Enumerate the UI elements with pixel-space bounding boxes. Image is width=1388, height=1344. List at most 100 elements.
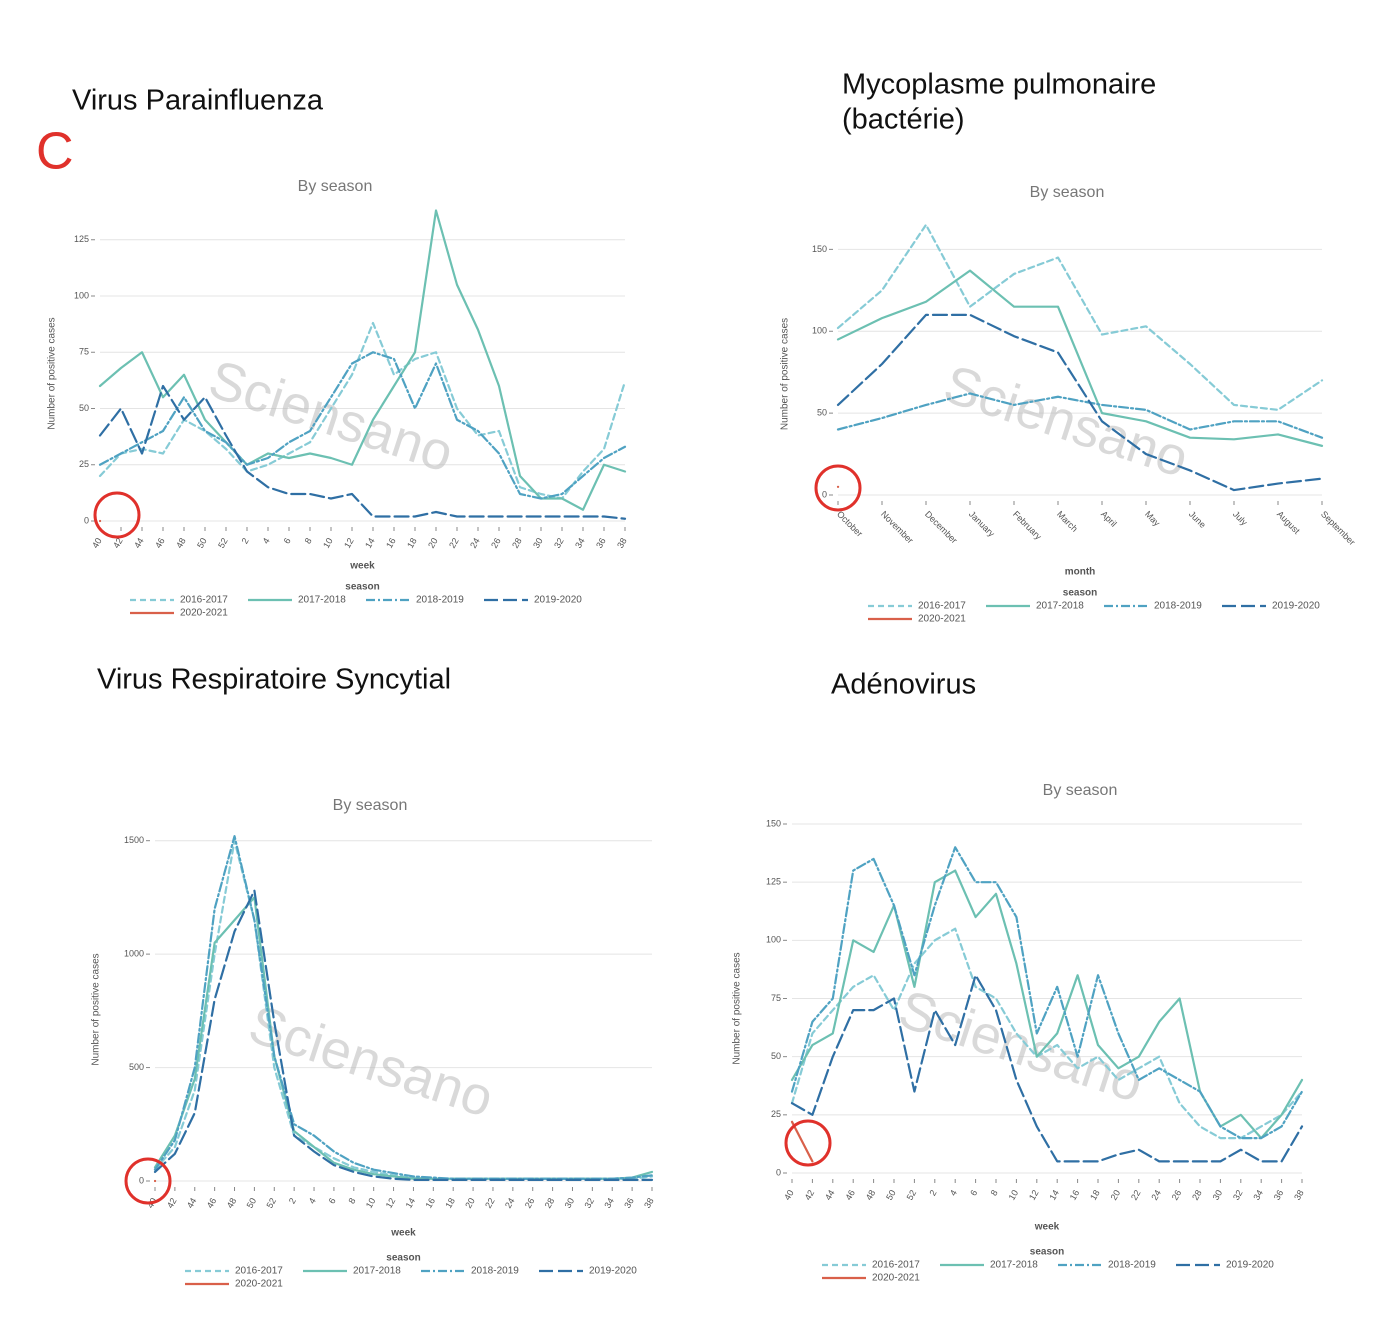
series-line <box>790 974 1304 1163</box>
y-tick-label: 75 <box>771 993 781 1003</box>
x-tick-label: 8 <box>303 536 314 545</box>
watermark: Sciensano <box>892 979 1150 1114</box>
x-tick-label: 38 <box>1292 1188 1306 1202</box>
x-tick-label: 28 <box>510 536 524 550</box>
highlight-circle <box>814 464 862 512</box>
x-tick-label: 42 <box>165 1196 179 1210</box>
x-tick-label: 10 <box>364 1196 378 1210</box>
x-tick-label: 10 <box>1007 1188 1021 1202</box>
series-line <box>836 223 1324 411</box>
y-tick-label: 75 <box>79 347 89 357</box>
series-line <box>98 321 627 500</box>
x-tick-label: 36 <box>594 536 608 550</box>
x-tick-label: 34 <box>602 1196 616 1210</box>
x-tick-label: 22 <box>447 536 461 550</box>
legend-label: 2019-2020 <box>589 1266 637 1277</box>
x-tick-label: 52 <box>264 1196 278 1210</box>
chart-title: Mycoplasme pulmonaire <box>842 69 1156 101</box>
x-tick-label: 34 <box>573 536 587 550</box>
x-tick-label: 28 <box>1190 1188 1204 1202</box>
series-line <box>790 1120 814 1163</box>
x-tick-label: 16 <box>1068 1188 1082 1202</box>
x-axis-label: week <box>390 1228 416 1239</box>
x-tick-label: 18 <box>443 1196 457 1210</box>
chart-subtitle: By season <box>1030 184 1105 201</box>
x-tick-label: 50 <box>245 1196 259 1210</box>
x-tick-label: 38 <box>615 536 629 550</box>
x-tick-label: 4 <box>948 1188 959 1197</box>
series-line <box>98 351 627 500</box>
x-tick-label: 6 <box>968 1188 979 1197</box>
x-tick-label: 14 <box>1047 1188 1061 1202</box>
y-tick-label: 0 <box>139 1175 144 1185</box>
y-tick-label: 100 <box>766 935 781 945</box>
x-tick-label: 12 <box>1027 1188 1041 1202</box>
x-tick-label: 48 <box>225 1196 239 1210</box>
y-tick-label: 1500 <box>124 835 144 845</box>
legend-title: season <box>386 1253 420 1264</box>
series-line <box>790 927 1304 1140</box>
x-tick-label: January <box>967 509 997 539</box>
series-line <box>153 896 654 1180</box>
x-tick-label: December <box>923 509 959 545</box>
x-tick-label: 46 <box>843 1188 857 1202</box>
legend-label: 2019-2020 <box>1226 1260 1274 1271</box>
x-tick-label: 6 <box>282 536 293 545</box>
x-tick-label: 26 <box>1170 1188 1184 1202</box>
series-line <box>836 313 1324 492</box>
legend-label: 2016-2017 <box>872 1260 920 1271</box>
legend-label: 2020-2021 <box>918 614 966 625</box>
legend-label: 2016-2017 <box>918 601 966 612</box>
x-tick-label: 42 <box>803 1188 817 1202</box>
series-line <box>153 839 654 1180</box>
x-tick-label: 38 <box>642 1196 656 1210</box>
x-tick-label: 22 <box>483 1196 497 1210</box>
chart-subtitle: By season <box>1043 782 1118 799</box>
series-line <box>790 846 1304 1140</box>
chart-title: (bactérie) <box>842 104 965 136</box>
x-tick-label: 24 <box>468 536 482 550</box>
y-tick-label: 50 <box>79 403 89 413</box>
x-tick-label: 4 <box>307 1196 318 1205</box>
x-tick-label: 40 <box>90 536 104 550</box>
series-line <box>153 889 654 1181</box>
x-tick-label: 48 <box>174 536 188 550</box>
x-tick-label: 16 <box>423 1196 437 1210</box>
x-tick-label: 30 <box>531 536 545 550</box>
y-tick-label: 25 <box>79 459 89 469</box>
x-tick-label: 22 <box>1129 1188 1143 1202</box>
x-tick-label: 32 <box>582 1196 596 1210</box>
x-tick-label: 2 <box>287 1196 298 1205</box>
x-tick-label: 52 <box>905 1188 919 1202</box>
x-tick-label: 32 <box>552 536 566 550</box>
x-tick-label: 12 <box>342 536 356 550</box>
x-tick-label: 20 <box>426 536 440 550</box>
series-line <box>790 869 1304 1140</box>
y-tick-label: 0 <box>84 515 89 525</box>
highlight-circle <box>124 1157 172 1205</box>
x-tick-label: 44 <box>185 1196 199 1210</box>
x-tick-label: 34 <box>1251 1188 1265 1202</box>
x-tick-label: 26 <box>523 1196 537 1210</box>
y-axis-label: Number of positive cases <box>91 953 102 1065</box>
x-tick-label: June <box>1187 509 1208 530</box>
y-axis-label: Number of positive cases <box>780 318 791 430</box>
chart-subtitle: By season <box>333 797 408 814</box>
legend-label: 2018-2019 <box>1154 601 1202 612</box>
legend-label: 2018-2019 <box>416 595 464 606</box>
x-tick-label: 32 <box>1231 1188 1245 1202</box>
x-tick-label: 36 <box>622 1196 636 1210</box>
x-tick-label: 26 <box>489 536 503 550</box>
y-tick-label: 150 <box>766 818 781 828</box>
series-line <box>153 835 654 1180</box>
x-tick-label: 18 <box>405 536 419 550</box>
y-tick-label: 500 <box>129 1062 144 1072</box>
x-tick-label: 46 <box>205 1196 219 1210</box>
x-tick-label: 2 <box>927 1188 938 1197</box>
y-tick-label: 0 <box>776 1167 781 1177</box>
y-tick-label: 150 <box>812 244 827 254</box>
x-tick-label: 48 <box>864 1188 878 1202</box>
x-tick-label: 52 <box>216 536 230 550</box>
x-tick-label: October <box>835 509 865 539</box>
